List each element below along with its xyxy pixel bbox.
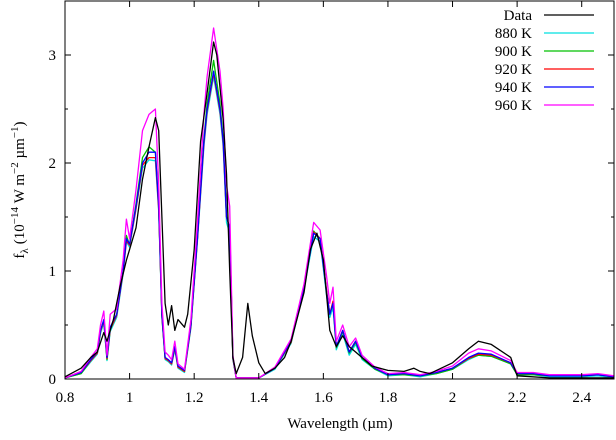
y-label-end: ) (12, 121, 28, 126)
y-axis: 0 1 2 3 (49, 48, 614, 388)
legend-label: 940 K (495, 80, 532, 96)
legend: Data 880 K 900 K 920 K 940 K 960 K (495, 8, 594, 114)
x-axis-label: Wavelength (µm) (287, 416, 392, 432)
x-tick-label: 1 (126, 390, 134, 406)
series-line-960-k (64, 27, 615, 379)
x-tick-label: 1.6 (314, 390, 333, 406)
y-tick-label: 0 (49, 372, 57, 388)
x-tick-label: 1.4 (249, 390, 268, 406)
y-label-prefix: (10 (12, 224, 28, 244)
legend-label: 960 K (495, 98, 532, 114)
y-label-exp2: −2 (9, 162, 21, 174)
x-tick-label: 1.2 (185, 390, 204, 406)
svg-text:fλ(10−14 W m−2 µm−1): fλ (10−14 W m−2 µm−1) (9, 121, 31, 258)
y-label-exp1: −14 (9, 207, 21, 225)
series-layer (64, 27, 615, 379)
y-label-mid: W m (12, 174, 28, 207)
y-label-exp3: −1 (9, 126, 21, 138)
y-label-main: f (12, 254, 28, 259)
legend-label: 880 K (495, 26, 532, 42)
y-axis-label: fλ (10−14 W m−2 µm−1) (9, 121, 31, 258)
plot-frame (64, 0, 615, 380)
y-tick-label: 3 (49, 48, 57, 64)
y-tick-label: 2 (49, 156, 57, 172)
legend-label: Data (504, 8, 533, 24)
y-label-mid2: µm (12, 138, 28, 162)
x-tick-label: 2 (449, 390, 457, 406)
x-tick-label: 0.8 (56, 390, 75, 406)
legend-label: 900 K (495, 44, 532, 60)
y-tick-label: 1 (49, 264, 57, 280)
x-tick-label: 2.4 (572, 390, 591, 406)
series-line-data (64, 41, 614, 379)
x-tick-label: 2.2 (508, 390, 527, 406)
y-label-sub: λ (19, 248, 31, 254)
x-tick-label: 1.8 (379, 390, 398, 406)
x-axis: 0.8 1 1.2 1.4 1.6 1.8 2 2.2 2.4 (56, 1, 592, 406)
legend-label: 920 K (495, 62, 532, 78)
